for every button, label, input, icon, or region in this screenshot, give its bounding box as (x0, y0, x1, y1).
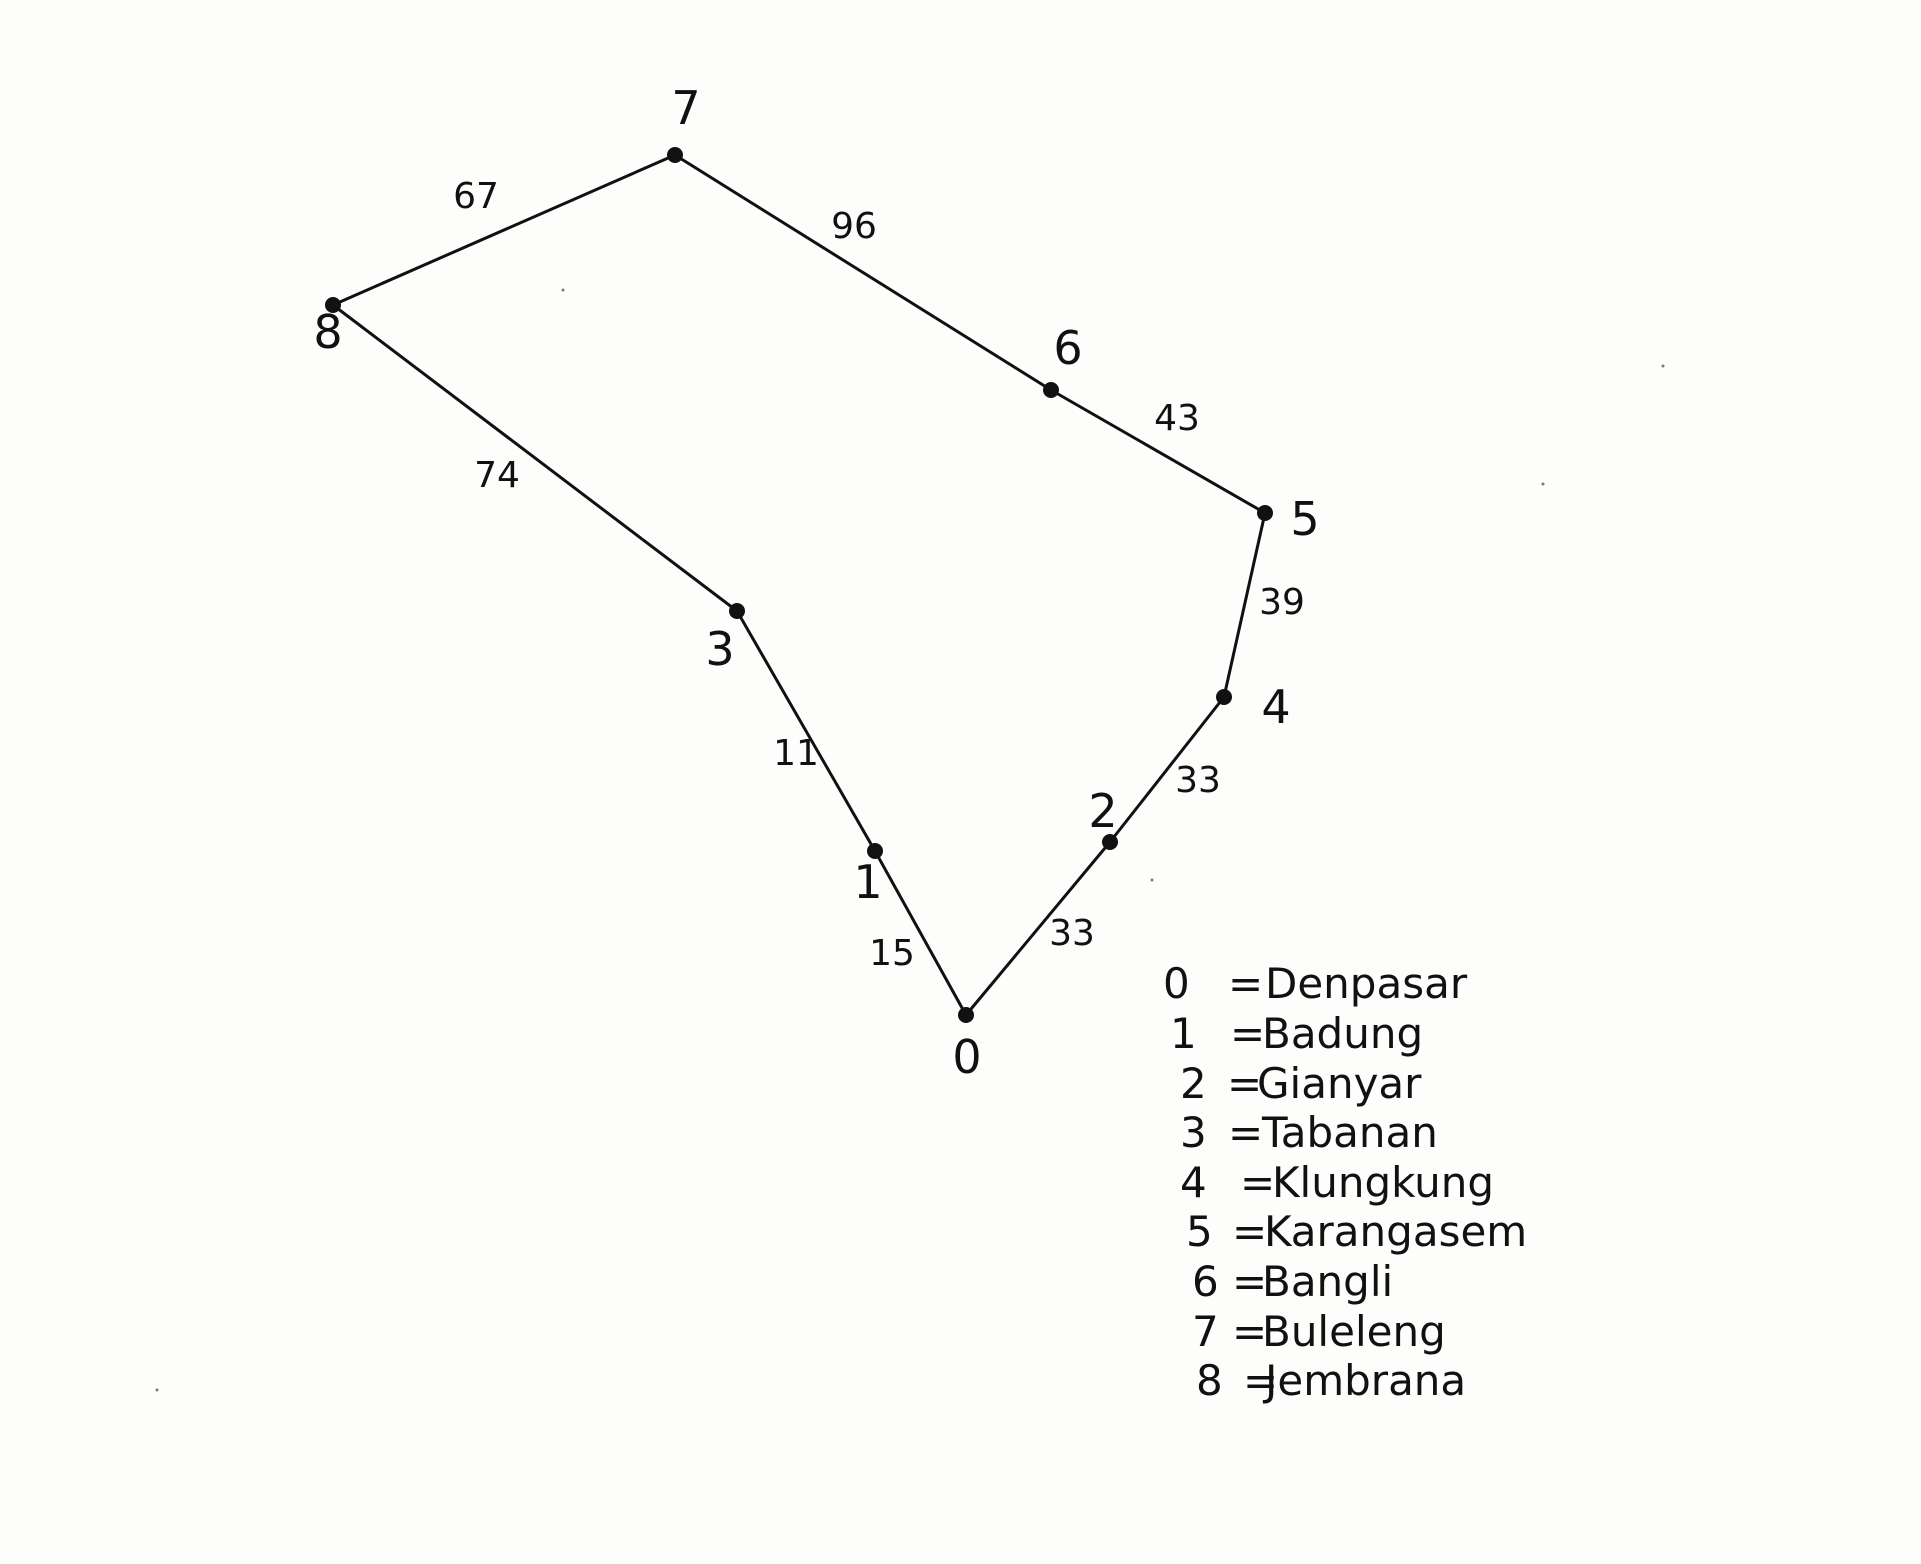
legend-name: Denpasar (1265, 959, 1468, 1008)
node-6-label: 6 (1053, 321, 1082, 375)
legend-number: 0 (1163, 959, 1190, 1008)
legend-name: Klungkung (1272, 1158, 1494, 1207)
node-2-dot (1102, 834, 1118, 850)
legend-name: Tabanan (1261, 1108, 1438, 1157)
edge-2-0 (964, 840, 1112, 1017)
node-0-dot (958, 1007, 974, 1023)
legend-name: Badung (1262, 1009, 1423, 1058)
edge-weight-8-7: 67 (453, 176, 499, 217)
legend-equals: = (1232, 1257, 1267, 1306)
legend-name: Karangasem (1264, 1207, 1527, 1256)
legend-entry-2: 2 = Gianyar (1180, 1059, 1422, 1108)
edge-3-8 (331, 303, 739, 613)
paper-speck (155, 1388, 159, 1392)
legend-entry-0: 0 = Denpasar (1163, 959, 1468, 1008)
legend-number: 2 (1180, 1059, 1207, 1108)
legend-entry-6: 6 = Bangli (1192, 1257, 1393, 1306)
node-1-dot (867, 843, 883, 859)
edge-weight-0-1: 15 (869, 933, 915, 974)
legend-entry-1: 1 = Badung (1170, 1009, 1423, 1058)
legend-entry-3: 3 = Tabanan (1180, 1108, 1438, 1157)
node-0-label: 0 (952, 1030, 981, 1084)
node-4-dot (1216, 689, 1232, 705)
edge-1-3 (735, 609, 877, 853)
node-8-dot (325, 297, 341, 313)
node-2-label: 2 (1088, 784, 1117, 838)
legend-entry-7: 7 = Buleleng (1192, 1307, 1446, 1356)
legend-equals: = (1232, 1307, 1267, 1356)
legend-name: Bangli (1262, 1257, 1393, 1306)
node-5-dot (1257, 505, 1273, 521)
legend-entry-8: 8 = Jembrana (1196, 1356, 1466, 1405)
legend-name: Buleleng (1262, 1307, 1446, 1356)
paper-speck (561, 288, 565, 292)
edge-weight-7-6: 96 (831, 206, 877, 247)
paper-speck (1150, 878, 1154, 882)
node-3-dot (729, 603, 745, 619)
nodes-layer (325, 147, 1273, 1023)
legend-equals: = (1232, 1207, 1267, 1256)
edge-4-2 (1108, 695, 1226, 844)
node-5-label: 5 (1290, 492, 1319, 546)
legend-equals: = (1228, 1108, 1263, 1157)
legend-entry-4: 4 = Klungkung (1180, 1158, 1494, 1207)
legend-equals: = (1230, 1009, 1265, 1058)
node-3-label: 3 (705, 622, 734, 676)
legend-number: 6 (1192, 1257, 1219, 1306)
edge-weight-5-4: 39 (1259, 582, 1305, 623)
legend-number: 4 (1180, 1158, 1207, 1207)
legend-equals: = (1227, 1059, 1262, 1108)
edge-6-5 (1049, 388, 1267, 515)
edge-5-4 (1222, 511, 1267, 699)
node-1-label: 1 (853, 855, 882, 909)
edge-0-1 (873, 849, 968, 1017)
node-7-label: 7 (671, 81, 700, 135)
paper-speck (1661, 364, 1665, 368)
node-8-label: 8 (313, 305, 342, 359)
edge-weight-6-5: 43 (1154, 398, 1200, 439)
node-7-dot (667, 147, 683, 163)
edge-8-7 (331, 153, 677, 307)
legend-equals: = (1228, 959, 1263, 1008)
edge-weight-2-0: 33 (1049, 913, 1095, 954)
legend-number: 5 (1186, 1207, 1213, 1256)
paper-speck (1541, 482, 1545, 486)
edge-7-6 (673, 153, 1053, 392)
legend-entry-5: 5 = Karangasem (1186, 1207, 1527, 1256)
edges-layer (331, 153, 1267, 1017)
edge-weight-1-3: 11 (773, 733, 819, 774)
legend-name: Gianyar (1257, 1059, 1422, 1108)
legend-name: Jembrana (1262, 1356, 1466, 1405)
edge-weight-3-8: 74 (474, 455, 520, 496)
legend-equals: = (1243, 1356, 1278, 1405)
legend-number: 1 (1170, 1009, 1197, 1058)
legend-number: 8 (1196, 1356, 1223, 1405)
legend-number: 3 (1180, 1108, 1207, 1157)
edge-weight-4-2: 33 (1175, 760, 1221, 801)
node-4-label: 4 (1261, 680, 1290, 734)
legend-number: 7 (1192, 1307, 1219, 1356)
legend-equals: = (1240, 1158, 1275, 1207)
node-6-dot (1043, 382, 1059, 398)
legend: 0 = Denpasar 1 = Badung 2 = Gianyar 3 = … (1163, 959, 1527, 1405)
